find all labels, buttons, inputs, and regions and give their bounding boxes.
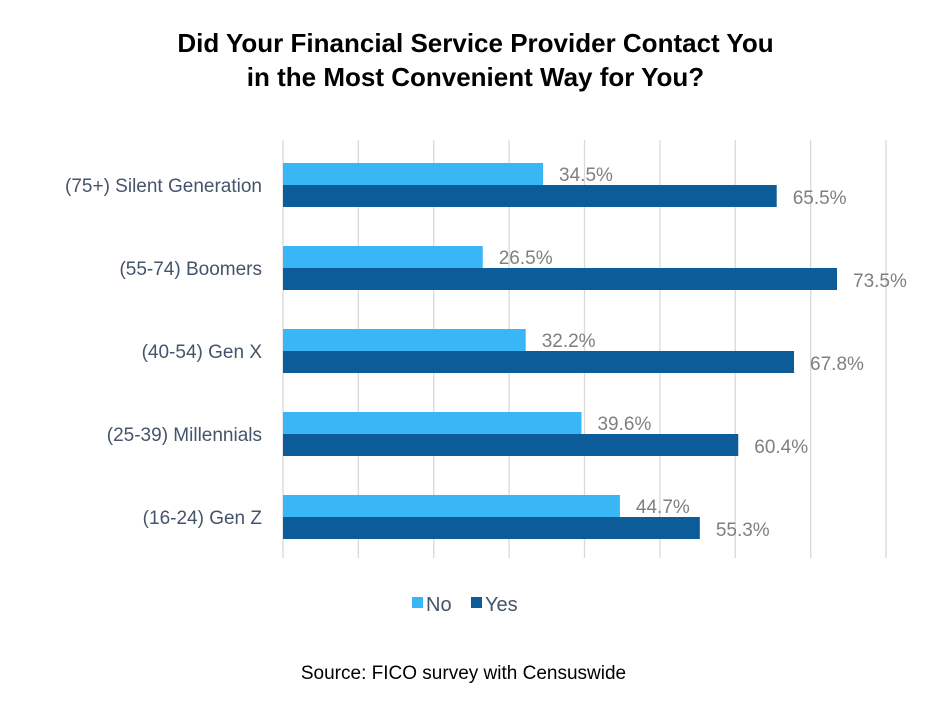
source-text: Source: FICO survey with Censuswide	[300, 663, 627, 684]
category-label: (25-39) Millennials	[107, 425, 262, 446]
data-label-yes: 67.8%	[810, 354, 864, 375]
chart-title: Did Your Financial Service Provider Cont…	[0, 26, 951, 94]
bar-no	[283, 412, 582, 434]
bar-yes	[283, 185, 777, 207]
data-label-yes: 55.3%	[716, 520, 770, 541]
data-label-no: 32.2%	[542, 331, 596, 352]
legend-label-no: No	[426, 594, 452, 616]
category-label: (40-54) Gen X	[142, 342, 263, 363]
data-label-no: 39.6%	[597, 414, 651, 435]
category-label: (55-74) Boomers	[119, 259, 262, 280]
chart-title-line-1: Did Your Financial Service Provider Cont…	[177, 28, 774, 58]
category-label: (16-24) Gen Z	[143, 508, 263, 529]
bar-yes	[283, 268, 838, 290]
bar-no	[283, 163, 544, 185]
chart-title-line-2: in the Most Convenient Way for You?	[246, 62, 705, 92]
source-note: Source: FICO survey with Censuswide	[0, 663, 951, 685]
category-label: (75+) Silent Generation	[65, 176, 262, 197]
labels: (75+) Silent Generation 34.5% 65.5% (55-74)…	[65, 165, 907, 541]
data-label-yes: 65.5%	[793, 188, 847, 209]
data-label-no: 34.5%	[559, 165, 613, 186]
legend: No Yes	[412, 594, 518, 616]
bar-yes	[283, 434, 739, 456]
data-label-yes: 73.5%	[853, 271, 907, 292]
bar-no	[283, 246, 483, 268]
legend-swatch-yes	[471, 597, 482, 608]
legend-swatch-no	[412, 597, 423, 608]
bar-no	[283, 495, 620, 517]
data-label-no: 44.7%	[636, 497, 690, 518]
data-label-no: 26.5%	[499, 248, 553, 269]
bars	[283, 163, 838, 539]
bar-yes	[283, 517, 700, 539]
bar-no	[283, 329, 526, 351]
legend-label-yes: Yes	[485, 594, 518, 616]
data-label-yes: 60.4%	[754, 437, 808, 458]
bar-yes	[283, 351, 795, 373]
